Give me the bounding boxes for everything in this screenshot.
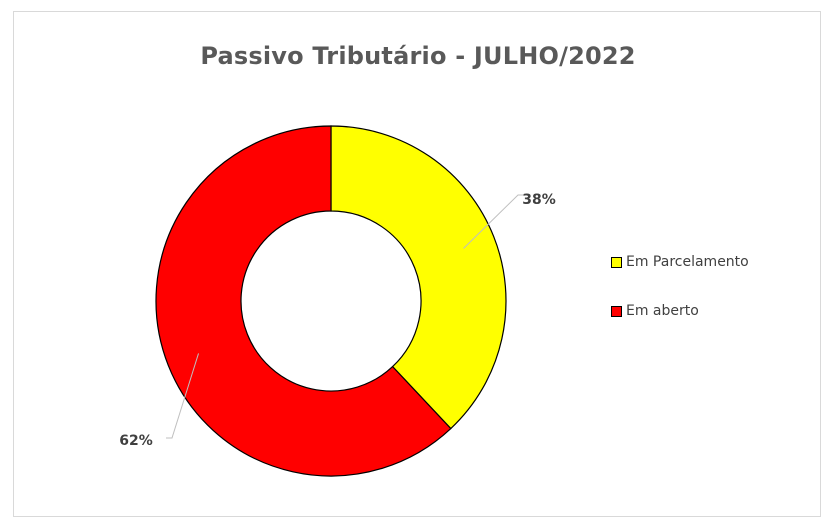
legend-item-em-aberto: Em aberto [611, 299, 749, 323]
legend-swatch-em-aberto [611, 305, 622, 317]
data-label-em-parcelamento: 38% [522, 192, 556, 208]
chart-title: Passivo Tributário - JULHO/2022 [200, 42, 636, 70]
chart-area: Passivo Tributário - JULHO/2022 38% 62% E… [13, 11, 821, 517]
leader-line-em-parcelamento [463, 194, 524, 249]
legend-label-em-parcelamento: Em Parcelamento [626, 254, 749, 270]
donut-chart: 38% 62% [119, 125, 556, 477]
leader-line-em-aberto [166, 353, 199, 439]
slice-em-aberto [155, 125, 452, 477]
legend: Em Parcelamento Em aberto [611, 250, 749, 348]
legend-swatch-em-parcelamento [611, 256, 622, 268]
slice-em-parcelamento [330, 125, 507, 430]
legend-label-em-aberto: Em aberto [626, 303, 699, 319]
legend-item-em-parcelamento: Em Parcelamento [611, 250, 749, 274]
data-label-em-aberto: 62% [119, 433, 153, 449]
